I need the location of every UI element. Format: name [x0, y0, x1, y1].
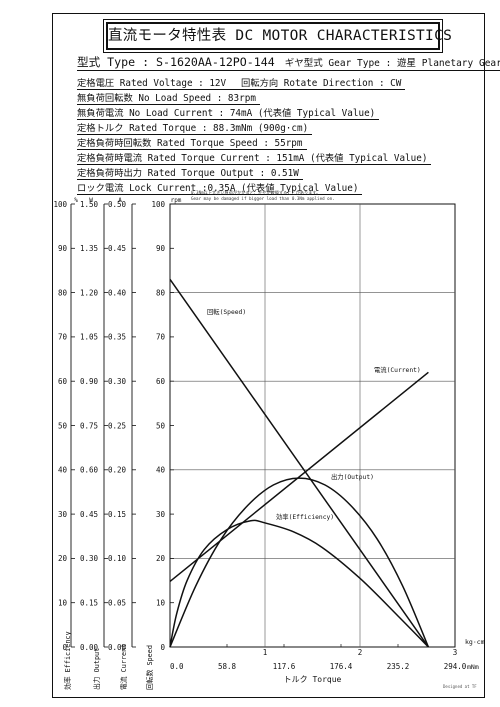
x-unit-top: kg·cm: [465, 638, 485, 646]
x-tick-label-mnm: 117.6: [273, 662, 296, 671]
y-tick-label: 1.20: [80, 288, 99, 297]
series-label: 回転(Speed): [207, 308, 246, 316]
plot-frame: [169, 203, 456, 648]
sheet-title: 直流モータ特性表 DC MOTOR CHARACTERISTICS: [106, 22, 452, 50]
y-axis-unit: %: [74, 197, 78, 204]
y-tick-label: 60: [156, 377, 166, 386]
series-label: 出力(Output): [331, 472, 374, 481]
chart-grid: [169, 203, 456, 648]
y-tick-label: 0.30: [80, 554, 99, 563]
y-tick-label: 0.40: [108, 288, 127, 297]
y-tick-label: 0: [160, 643, 165, 652]
y-tick-label: 0.05: [108, 599, 126, 608]
spec-lock-current: ロック電流 Lock Current :0.35A (代表値 Typical V…: [77, 180, 363, 195]
y-tick-label: 10: [58, 599, 68, 608]
y-tick-label: 0.10: [108, 554, 127, 563]
series-label: 電流(Current): [374, 365, 421, 374]
series-line-A: [169, 371, 429, 583]
y-axis-unit: W: [89, 197, 93, 204]
chart-series: [169, 278, 430, 648]
y-axis-label: 効率 Efficiency: [63, 631, 72, 690]
y-tick-label: 30: [58, 510, 68, 519]
y-tick-label: 70: [156, 333, 166, 342]
model-row: 型式 Type : S-1620AA-12PO-144 ギヤ型式 Gear Typ…: [77, 54, 500, 71]
data-sheet-frame: [52, 13, 485, 698]
y-tick-label: 0: [62, 643, 67, 652]
y-tick-label: 0.90: [80, 377, 99, 386]
y-tick-label: 40: [156, 466, 166, 475]
spec-rated-voltage: 定格電圧 Rated Voltage : 12V 回転方向 Rotate Dir…: [77, 75, 406, 90]
y-tick-label: 80: [58, 288, 68, 297]
y-tick-label: 70: [58, 333, 68, 342]
x-axis-label: トルク Torque: [284, 675, 342, 684]
x-tick-label-mnm: 294.0: [444, 662, 467, 671]
x-tick-label-mnm: 0.0: [170, 662, 184, 671]
y-tick-label: 0.15: [108, 510, 126, 519]
series-label: 効率(Efficiency): [276, 512, 334, 521]
gear-type: ギヤ型式 Gear Type : 遊星 Planetary Gear: [284, 58, 500, 69]
y-tick-label: 0.45: [80, 510, 98, 519]
spec-rated-torque: 定格トルク Rated Torque : 88.3mNm (900g·cm): [77, 120, 313, 135]
x-tick-label-kgcm: 1: [263, 648, 268, 657]
series-line-rpm: [169, 278, 430, 648]
y-axis-label: 電流 Current: [119, 644, 128, 690]
x-tick-label-mnm: 235.2: [387, 662, 410, 671]
y-tick-label: 0.20: [108, 466, 127, 475]
chart-text: 1 2 3 0.0 58.8 117.6 176.4 235.2 294.0 kg·cm mNm トル…: [53, 197, 484, 690]
y-tick-label: 0.25: [108, 421, 126, 430]
y-tick-label: 80: [156, 288, 166, 297]
y-tick-label: 0.00: [108, 643, 127, 652]
spec-rated-current: 定格負荷時電流 Rated Torque Current : 151mA (代表…: [77, 150, 432, 165]
y-tick-label: 50: [58, 421, 68, 430]
y-tick-label: 1.35: [80, 244, 98, 253]
x-tick-label-kgcm: 2: [358, 648, 363, 657]
y-tick-label: 0.00: [80, 643, 99, 652]
y-axis-label: 出力 Output: [92, 648, 101, 690]
series-line-W: [169, 477, 430, 648]
y-tick-label: 1.05: [80, 333, 98, 342]
x-tick-label-mnm: 58.8: [218, 662, 237, 671]
y-tick-label: 40: [58, 466, 68, 475]
y-tick-label: 90: [156, 244, 166, 253]
y-tick-label: 0.60: [80, 466, 99, 475]
model-type: 型式 Type : S-1620AA-12PO-144: [77, 55, 275, 69]
designer-note: Designed at TF: [443, 684, 477, 689]
spec-rated-output: 定格負荷時出力 Rated Torque Output : 0.51W: [77, 165, 303, 180]
gear-warning-en: Gear may be damaged if bigger load than …: [191, 196, 335, 201]
spec-no-load-speed: 無負荷回転数 No Load Speed : 83rpm: [77, 90, 260, 105]
y-tick-label: 20: [58, 554, 68, 563]
y-axis-unit: A: [118, 197, 122, 204]
y-tick-label: 0.50: [108, 200, 127, 209]
y-tick-label: 0.35: [108, 333, 126, 342]
gear-warning-jp: 0.3Nm以上大きい負荷がかかると、ギヤが破損することがあります。: [191, 190, 321, 195]
y-tick-label: 50: [156, 421, 166, 430]
y-tick-label: 60: [58, 377, 68, 386]
y-tick-label: 20: [156, 554, 166, 563]
x-tick-label-kgcm: 3: [453, 648, 458, 657]
y-tick-label: 10: [156, 599, 166, 608]
y-tick-label: 0.75: [80, 421, 98, 430]
y-axis-label: 回転数 Speed: [145, 645, 154, 690]
series-line-pct: [169, 519, 429, 648]
y-tick-label: 30: [156, 510, 166, 519]
x-unit-bottom: mNm: [467, 663, 479, 671]
y-tick-label: 90: [58, 244, 68, 253]
y-axis-unit: rpm: [171, 197, 182, 204]
spec-no-load-current: 無負荷電流 No Load Current : 74mA (代表値 Typica…: [77, 105, 380, 120]
y-tick-label: 100: [53, 200, 67, 209]
chart-axes: [70, 203, 456, 648]
y-tick-label: 0.45: [108, 244, 126, 253]
y-tick-label: 0.15: [80, 599, 98, 608]
x-tick-label-mnm: 176.4: [330, 662, 353, 671]
y-tick-label: 100: [151, 200, 165, 209]
spec-rated-speed: 定格負荷時回転数 Rated Torque Speed : 55rpm: [77, 135, 307, 150]
y-tick-label: 0.30: [108, 377, 127, 386]
y-tick-label: 1.50: [80, 200, 99, 209]
